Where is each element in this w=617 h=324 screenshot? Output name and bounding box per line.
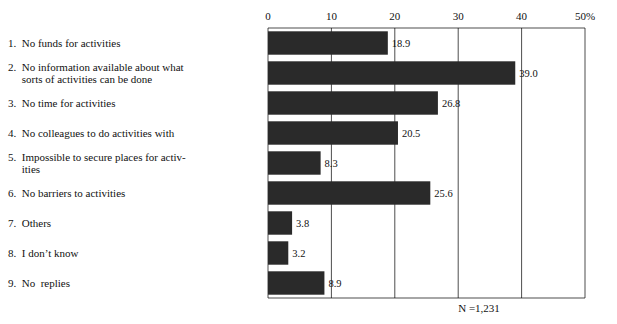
tick-label: 10 [326, 10, 338, 22]
category-label: 2. No information available about what s… [8, 61, 184, 85]
data-label: 26.8 [442, 98, 460, 109]
category-label: 5. Impossible to secure places for activ… [8, 151, 186, 175]
tick-label: 30 [453, 10, 465, 22]
frame-top [268, 28, 585, 29]
tick-label: 50% [575, 10, 595, 22]
chart: 0 10 20 30 40 50% 18.9 39.0 26.8 20.5 8.3 25.6 3.8 3.… [0, 0, 617, 324]
bar [268, 181, 430, 204]
data-label: 18.9 [392, 38, 410, 49]
bar [268, 121, 398, 144]
category-label: 3. No time for activities [8, 97, 116, 109]
data-label: 3.8 [296, 218, 309, 229]
bar [268, 271, 324, 294]
bar [268, 91, 438, 114]
tick-label: 20 [389, 10, 401, 22]
data-label: 3.2 [292, 248, 305, 259]
bars [268, 31, 515, 294]
category-label: 4. No colleagues to do activities with [8, 127, 175, 139]
frame-bottom [268, 298, 585, 299]
category-label: 1. No funds for activities [8, 37, 120, 49]
data-label: 8.9 [328, 278, 341, 289]
tick-label: 0 [265, 10, 271, 22]
category-label: 9. No replies [8, 277, 70, 289]
data-label: 20.5 [402, 128, 420, 139]
tick-label: 40 [516, 10, 528, 22]
grid [268, 28, 585, 298]
bar [268, 61, 515, 84]
bar [268, 31, 388, 54]
bar [268, 211, 292, 234]
data-label: 8.3 [325, 158, 338, 169]
data-label: 25.6 [434, 188, 452, 199]
grid-line [585, 28, 586, 298]
bar [268, 241, 288, 264]
category-label: 8. I don’t know [8, 247, 78, 259]
category-label: 7. Others [8, 217, 51, 229]
bar [268, 151, 321, 174]
annotation: N =1,231 [458, 302, 500, 314]
data-label: 39.0 [519, 68, 537, 79]
category-label: 6. No barriers to activities [8, 187, 125, 199]
